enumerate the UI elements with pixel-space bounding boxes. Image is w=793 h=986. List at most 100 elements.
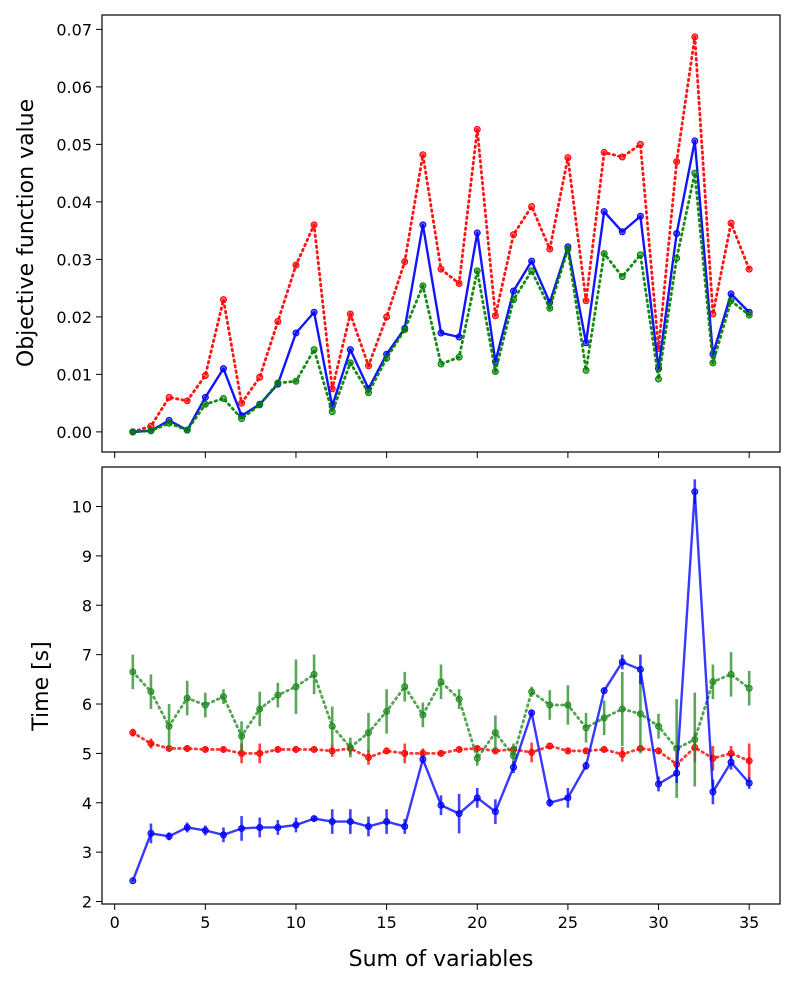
time-green-point <box>437 678 445 686</box>
time-green-point <box>401 683 409 691</box>
objective-blue-point <box>618 228 626 236</box>
time-blue-point <box>600 687 608 695</box>
objective-blue-point <box>528 257 536 265</box>
objective-green-point <box>346 359 354 367</box>
objective-blue-point <box>455 333 463 341</box>
time-red-point <box>256 749 264 757</box>
objective-green-point <box>473 267 481 275</box>
objective-green-point <box>455 353 463 361</box>
objective-green-point <box>238 415 246 423</box>
time-blue-point <box>129 877 137 885</box>
time-red-point <box>618 750 626 758</box>
objective-red-point <box>274 317 282 325</box>
time-x-tick-label: 10 <box>286 913 306 932</box>
objective-panel: 0.00 0.01 0.02 0.03 0.04 0.05 0.06 0.07 Objecti… <box>14 14 781 458</box>
objective-red-point <box>618 153 626 161</box>
time-x-axis: 0 5 10 15 20 25 30 35 <box>110 904 759 932</box>
time-axes-frame <box>101 466 781 905</box>
objective-green-point <box>709 359 717 367</box>
time-y-tick-label: 4 <box>82 794 92 813</box>
time-y-tick-label: 5 <box>82 744 92 763</box>
time-blue-point <box>473 794 481 802</box>
time-green-point <box>129 668 137 676</box>
time-green-point <box>238 732 246 740</box>
time-green-point <box>618 705 626 713</box>
time-blue-point <box>510 763 518 771</box>
objective-red-point <box>491 312 499 320</box>
objective-red-point <box>473 125 481 133</box>
time-green-point <box>491 729 499 737</box>
objective-red-point <box>745 265 753 273</box>
time-red-point <box>274 745 282 753</box>
time-blue-point <box>238 824 246 832</box>
objective-blue-point <box>582 339 590 347</box>
time-blue-point <box>455 810 463 818</box>
time-green-point <box>419 711 427 719</box>
objective-y-tick-label: 0.02 <box>56 308 92 327</box>
objective-green-point <box>691 169 699 177</box>
objective-blue-point <box>510 287 518 295</box>
time-green-point <box>364 729 372 737</box>
objective-green-point <box>745 311 753 319</box>
time-green-point <box>473 754 481 762</box>
objective-green-point <box>528 267 536 275</box>
objective-y-tick-label: 0.06 <box>56 78 92 97</box>
time-red-point <box>528 748 536 756</box>
time-red-point <box>129 729 137 737</box>
objective-red-point <box>346 310 354 318</box>
objective-blue-point <box>636 212 644 220</box>
time-green-point <box>691 736 699 744</box>
time-green-point <box>546 701 554 709</box>
time-green-point <box>328 722 336 730</box>
time-blue-point <box>364 822 372 830</box>
time-blue-point <box>618 658 626 666</box>
time-red-point <box>455 745 463 753</box>
x-axis-label: Sum of variables <box>349 947 534 972</box>
objective-y-axis-label: Objective function value <box>14 99 39 367</box>
objective-green-point <box>401 326 409 334</box>
time-blue-point <box>328 818 336 826</box>
objective-green-point <box>129 428 137 436</box>
time-blue-point <box>709 788 717 796</box>
objective-green-point <box>147 427 155 435</box>
time-red-point <box>564 747 572 755</box>
time-green-point <box>292 683 300 691</box>
objective-series-green <box>129 169 753 436</box>
objective-red-point <box>600 148 608 156</box>
time-y-tick-label: 2 <box>82 893 92 912</box>
objective-y-tick-label: 0.00 <box>56 423 92 442</box>
time-green-point <box>346 743 354 751</box>
time-blue-point <box>219 831 227 839</box>
time-blue-point <box>165 832 173 840</box>
objective-green-point <box>310 346 318 354</box>
objective-y-tick-label: 0.01 <box>56 365 92 384</box>
objective-green-point <box>256 401 264 409</box>
objective-y-axis: 0.00 0.01 0.02 0.03 0.04 0.05 0.06 0.07 <box>56 20 102 442</box>
objective-green-point <box>201 400 209 408</box>
time-blue-point <box>636 665 644 673</box>
time-red-point <box>328 747 336 755</box>
objective-blue-point <box>219 365 227 373</box>
time-green-point <box>256 705 264 713</box>
time-blue-point <box>292 821 300 829</box>
time-green-point <box>219 693 227 701</box>
time-y-axis: 2 3 4 5 6 7 8 9 10 <box>72 498 102 912</box>
objective-green-point <box>618 273 626 281</box>
objective-plot-area <box>129 33 753 436</box>
time-blue-point <box>528 709 536 717</box>
time-blue-point <box>673 769 681 777</box>
objective-green-point <box>165 419 173 427</box>
objective-red-point <box>528 202 536 210</box>
time-y-tick-label: 10 <box>72 498 92 517</box>
objective-red-point <box>727 219 735 227</box>
time-green-point <box>310 670 318 678</box>
objective-green-point <box>437 360 445 368</box>
objective-blue-point <box>201 393 209 401</box>
objective-y-tick-label: 0.04 <box>56 193 92 212</box>
time-x-tick-label: 0 <box>110 913 120 932</box>
objective-green-point <box>491 368 499 375</box>
objective-red-point <box>510 231 518 239</box>
time-green-point <box>600 714 608 722</box>
objective-red-point <box>419 151 427 159</box>
time-blue-point <box>437 801 445 809</box>
